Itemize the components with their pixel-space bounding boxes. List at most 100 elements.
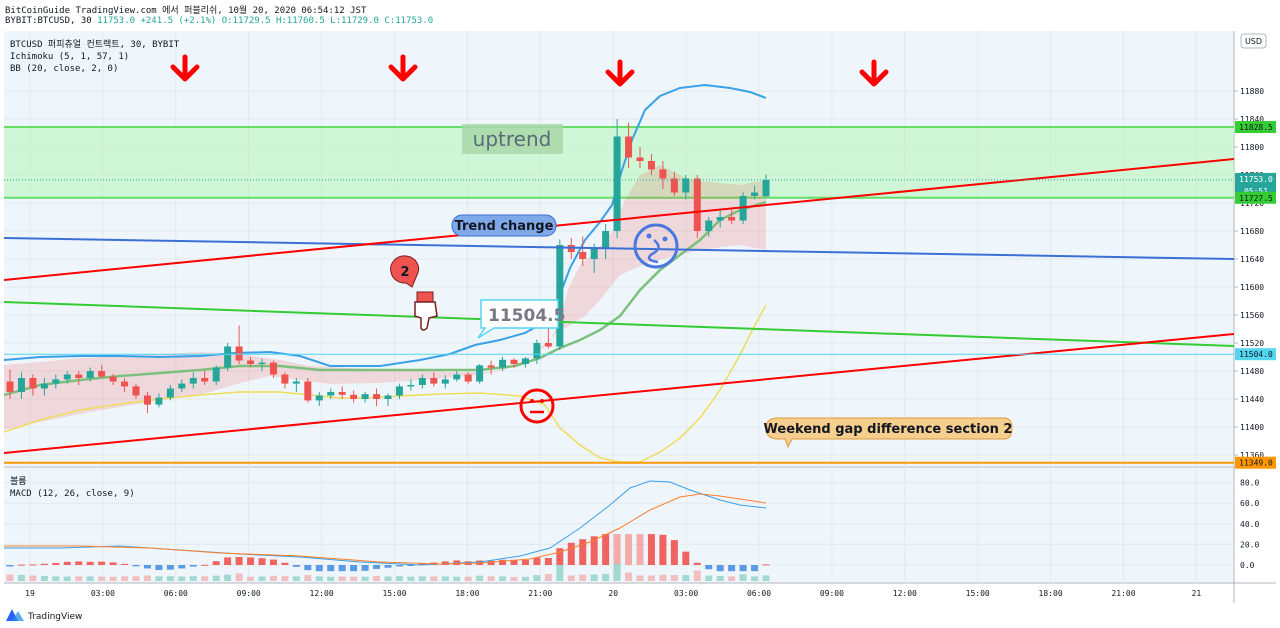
volume-bar [63,576,71,581]
macd-bar [693,562,701,565]
macd-tick-label: 0.0 [1240,561,1255,570]
volume-bar [441,576,449,581]
macd-bar [327,565,335,572]
candle [304,378,312,403]
legend-ichimoku[interactable]: Ichimoku (5, 1, 57, 1) [10,52,129,62]
volume-bar [453,576,461,581]
badge-2[interactable]: 2 [390,255,420,288]
volume-bar [189,576,197,581]
volume-bar [132,576,140,581]
candle [6,369,14,399]
candle [247,357,255,368]
volume-bar [86,576,94,581]
candle [75,371,83,385]
ohlc-low: L:11729.0 [330,16,379,26]
legend-macd[interactable]: MACD (12, 26, close, 9) [10,489,135,499]
volume-bar [625,572,633,581]
uptrend-label[interactable]: uptrend [462,124,563,154]
volume-bar [247,576,255,581]
macd-bar [40,563,48,565]
volume-bar [487,576,495,581]
volume-bar [556,564,564,581]
volume-bar [166,576,174,581]
trend-change-callout[interactable]: Trend change [451,214,557,237]
price-tick-label: 11800 [1240,143,1264,152]
candle [40,378,48,396]
macd-bar [304,565,312,571]
volume-bar [716,575,724,581]
legend-bb[interactable]: BB (20, close, 2, 0) [10,64,118,74]
trendline-green[interactable] [4,301,1234,347]
svg-text:Weekend gap difference section: Weekend gap difference section 2 [764,422,1013,437]
trendline-red-upper[interactable] [4,158,1234,281]
macd-bar [350,565,358,572]
candle [350,390,358,403]
macd-tick-label: 40.0 [1240,520,1259,529]
volume-bar [212,575,220,581]
legend-symbol: BTCUSD 퍼피츄얼 컨트랙트, 30, BYBIT [10,39,180,50]
currency-button[interactable]: USD [1240,33,1267,49]
time-tick-label: 15:00 [382,589,406,598]
candle [292,378,300,392]
macd-bar [647,534,655,565]
volume-bar [418,576,426,581]
time-tick-label: 06:00 [164,589,188,598]
volume-bar [327,576,335,581]
price-tick-label: 11840 [1240,115,1264,124]
price-callout[interactable]: 11504.5 [477,299,565,339]
tradingview-logo[interactable]: TradingView [6,609,82,622]
volume-bar [659,574,667,581]
volume-bar [178,576,186,581]
volume-bar [281,576,289,581]
macd-bar [487,560,495,565]
indicator-legend: BTCUSD 퍼피츄얼 컨트랙트, 30, BYBIT Ichimoku (5,… [10,39,180,499]
volume-bar [579,574,587,581]
time-tick-label: 19 [25,589,35,598]
price-tick-label: 11440 [1240,395,1264,404]
volume-bar [395,576,403,581]
candle [281,372,289,389]
macd-bar [407,565,415,566]
volume-bar [384,576,392,581]
candle [476,364,484,384]
time-axis[interactable]: 19 03:00 06:00 09:00 12:00 15:00 18:00 21:00 20 0… [25,589,1201,598]
candle [178,379,186,392]
volume-bar [739,574,747,581]
candle [521,357,529,368]
arrow-down-icon [170,54,200,82]
time-tick-label: 21:00 [1111,589,1135,598]
price-tick-label: 11680 [1240,227,1264,236]
candle [121,378,129,392]
macd-bar [602,534,610,565]
bb-upper [4,83,767,367]
trendline-blue[interactable] [4,237,1234,260]
macd-bar [178,565,186,569]
candle [418,374,426,389]
volume-bar [751,576,759,581]
candle [315,392,323,406]
weekend-gap-callout[interactable]: Weekend gap difference section 2 [764,417,1013,449]
candle [441,375,449,389]
macd-bar [441,561,449,565]
volume-bar [361,576,369,581]
volume-bar [17,574,25,581]
candle [499,357,507,371]
macd-bar [625,534,633,565]
macd-bar [499,559,507,565]
macd-axis[interactable]: 80.0 60.0 40.0 20.0 0.0 [1240,479,1259,570]
candle [647,154,655,175]
volume-bar [728,576,736,581]
down-arrows [170,54,889,87]
price-axis[interactable]: 1188011840118001176011720116801164011600… [1234,87,1264,460]
svg-text:USD: USD [1245,37,1262,46]
volume-bar [533,575,541,581]
candle [361,392,369,403]
macd-bar [395,565,403,567]
macd-bar [751,565,759,572]
candle [132,383,140,399]
legend-volume[interactable]: 볼륨 [10,476,27,487]
price-tag-zone-top: 11828.5 [1235,121,1276,134]
ohlc-high: H:11760.5 [275,16,325,26]
candle [201,371,209,385]
